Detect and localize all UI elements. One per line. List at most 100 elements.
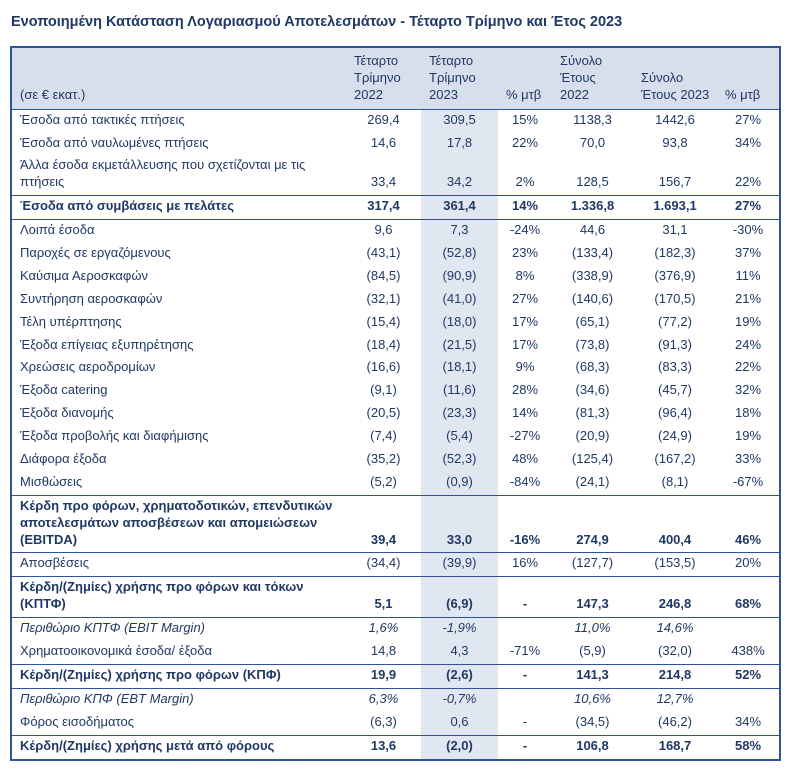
cell-value: 7,3 [421, 219, 498, 244]
table-row: Έξοδα επίγειας εξυπηρέτησης (18,4) (21,5) 1… [11, 334, 780, 358]
cell-value: (11,6) [421, 380, 498, 404]
row-label: Καύσιμα Αεροσκαφών [20, 267, 149, 283]
row-label: Χρηματοοικονομικά έσοδα/ έξοδα [20, 643, 213, 659]
cell-value: (52,8) [421, 243, 498, 266]
cell-value: (34,6) [575, 382, 610, 398]
column-header-pct-change-quarter: % μτβ [498, 47, 552, 110]
cell-value: 6,3% [368, 690, 399, 706]
cell-value: 269,4 [367, 111, 400, 127]
cell-value: (7,4) [370, 428, 397, 444]
cell-value: 46% [717, 494, 780, 554]
cell-value: 11,0% [574, 620, 611, 636]
cell-value: (18,1) [421, 357, 498, 381]
cell-value: 14,8 [370, 643, 397, 659]
cell-value: -24% [509, 222, 541, 238]
cell-value: 214,8 [633, 663, 717, 689]
cell-value: 9,6 [374, 222, 393, 238]
cell-value: (24,1) [575, 473, 610, 489]
cell-value: (18,0) [421, 311, 498, 335]
cell-value: (52,3) [421, 449, 498, 472]
table-row: Φόρος εισοδήματος (6,3) 0,6 - (34,5) (46,2) 34… [11, 711, 780, 736]
cell-value: 361,4 [421, 195, 498, 221]
table-row: Έσοδα από ναυλωμένες πτήσεις 14,6 17,8 22% 7… [11, 132, 780, 156]
cell-value: (170,5) [654, 290, 696, 306]
cell-value: 1.693,1 [633, 195, 717, 221]
cell-value: 17% [511, 313, 539, 329]
cell-value: 128,5 [576, 174, 609, 190]
cell-value: 58% [717, 734, 780, 760]
cell-value: 37% [734, 245, 762, 261]
cell-value: 33,0 [421, 494, 498, 554]
cell-value: (127,7) [571, 555, 614, 571]
table-row: Αποσβέσεις (34,4) (39,9) 16% (127,7) (153,5) 2… [11, 552, 780, 577]
row-label: Έσοδα από ναυλωμένες πτήσεις [20, 134, 209, 150]
row-label: Έσοδα από τακτικές πτήσεις [20, 111, 185, 127]
cell-value: (83,3) [658, 359, 692, 375]
cell-value: 24% [734, 336, 762, 352]
row-label: Έσοδα από συμβάσεις με πελάτες [11, 195, 346, 221]
cell-value: (24,9) [658, 428, 692, 444]
cell-value: - [498, 663, 552, 689]
cell-value: 17,8 [421, 132, 498, 156]
table-row: Περιθώριο ΚΠΤΦ (EBIT Margin) 1,6% -1,9% 11,… [11, 617, 780, 642]
cell-value: (34,5) [575, 713, 610, 729]
cell-value: (39,9) [421, 552, 498, 577]
cell-value: (73,8) [575, 336, 610, 352]
row-label: Άλλα έσοδα εκμετάλλευσης που σχετίζονται… [20, 157, 306, 190]
cell-value: (68,3) [575, 359, 610, 375]
cell-value: 27% [511, 290, 539, 306]
cell-value: 317,4 [346, 195, 421, 221]
cell-value: 39,4 [346, 494, 421, 554]
row-label: Τέλη υπέρπτησης [20, 313, 122, 329]
row-label: Περιθώριο ΚΠΦ (EBT Margin) [20, 690, 194, 706]
cell-value [717, 688, 780, 711]
cell-value: (20,9) [575, 428, 610, 444]
cell-value: - [498, 576, 552, 619]
cell-value: 16% [511, 555, 539, 571]
cell-value: 34% [734, 713, 762, 729]
cell-value: (84,5) [366, 267, 401, 283]
cell-value: (34,4) [366, 555, 401, 571]
table-row: Λοιπά έσοδα 9,6 7,3 -24% 44,6 31,1 -30% [11, 219, 780, 244]
cell-value: (21,5) [421, 334, 498, 358]
cell-value: 15% [511, 111, 539, 127]
cell-value: 34% [734, 134, 762, 150]
cell-value: 68% [717, 576, 780, 619]
cell-value: 19,9 [346, 663, 421, 689]
cell-value: (65,1) [575, 313, 610, 329]
table-row: Παροχές σε εργαζόμενους (43,1) (52,8) 23% (1… [11, 243, 780, 266]
cell-value: -71% [509, 643, 541, 659]
cell-value: 32% [734, 382, 762, 398]
cell-value: (77,2) [658, 313, 692, 329]
cell-value: 8% [515, 267, 535, 283]
table-row: Έξοδα catering (9,1) (11,6) 28% (34,6) (45,7)… [11, 380, 780, 404]
cell-value: (45,7) [658, 382, 692, 398]
cell-value: 13,6 [346, 734, 421, 760]
cell-value: 4,3 [421, 641, 498, 665]
cell-value: 2% [515, 174, 535, 190]
cell-value: (2,6) [421, 663, 498, 689]
cell-value: -84% [509, 473, 541, 489]
cell-value: 19% [734, 428, 762, 444]
row-label: Έξοδα catering [20, 382, 108, 398]
cell-value: 44,6 [579, 222, 606, 238]
cell-value: (6,9) [421, 576, 498, 619]
cell-value: 31,1 [662, 222, 688, 238]
cell-value: (133,4) [571, 245, 614, 261]
cell-value: (41,0) [421, 288, 498, 312]
row-label: Κέρδη/(Ζημίες) χρήσης προ φόρων (ΚΠΦ) [11, 663, 346, 689]
cell-value: -0,7% [421, 688, 498, 712]
cell-value: (0,9) [421, 471, 498, 496]
row-label: Κέρδη/(Ζημίες) χρήσης μετά από φόρους [11, 734, 346, 760]
cell-value: (90,9) [421, 265, 498, 289]
cell-value: 438% [731, 643, 765, 659]
cell-value: -27% [509, 428, 541, 444]
cell-value: 27% [717, 195, 780, 221]
cell-value: 70,0 [579, 134, 606, 150]
cell-value: (182,3) [654, 245, 696, 261]
cell-value: 147,3 [552, 576, 633, 619]
cell-value: 52% [717, 663, 780, 689]
cell-value: 274,9 [552, 494, 633, 554]
cell-value: 1442,6 [655, 111, 695, 127]
cell-value: 9% [515, 359, 535, 375]
